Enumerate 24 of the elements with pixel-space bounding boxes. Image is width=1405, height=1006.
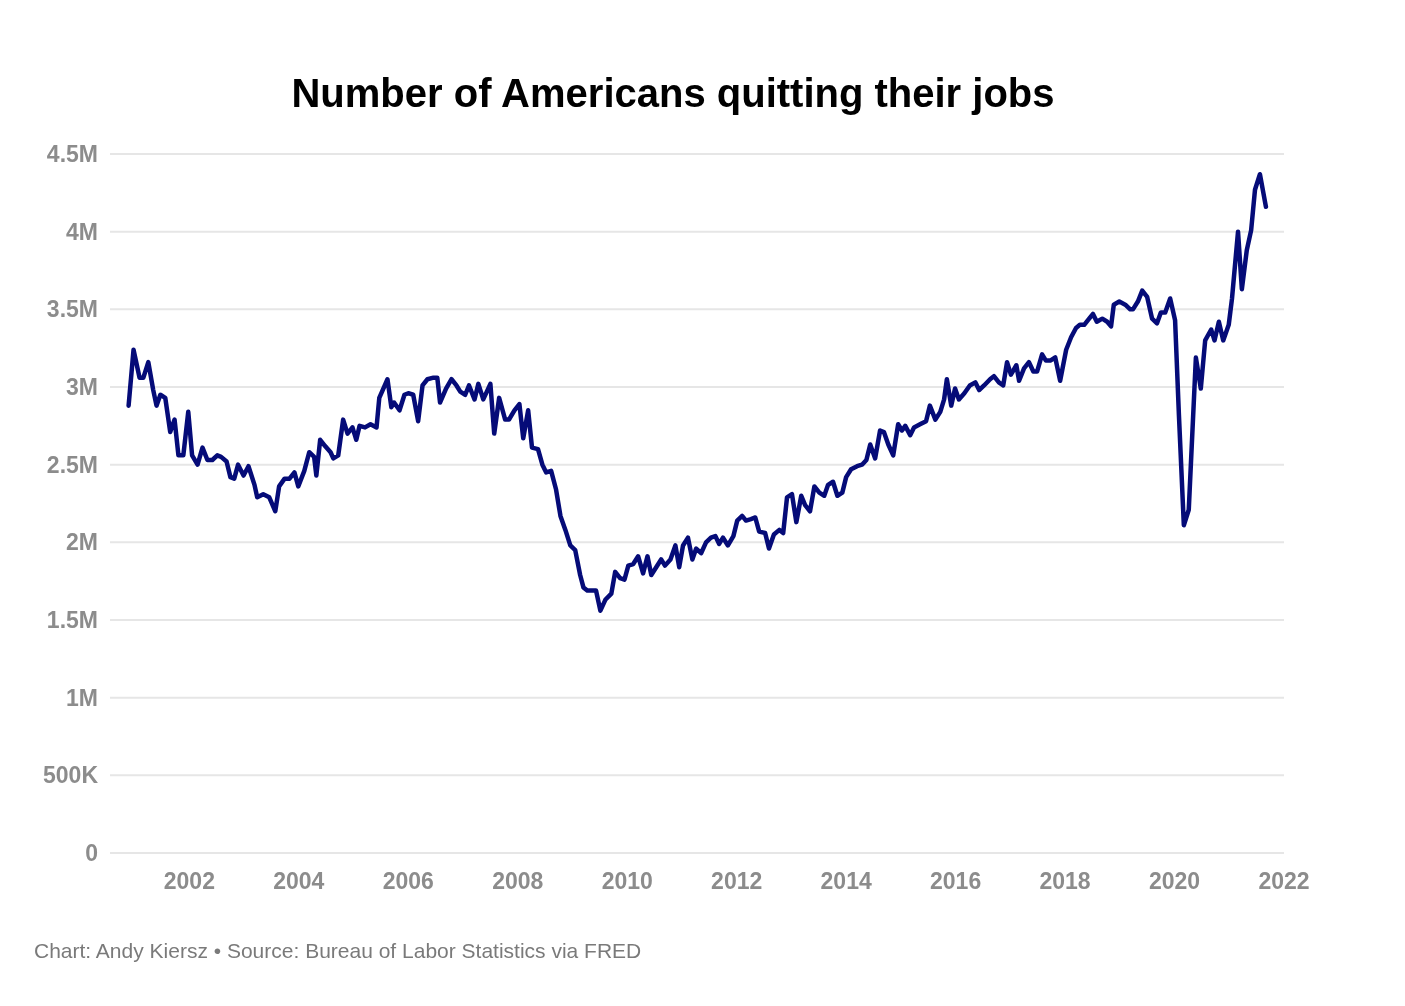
x-tick-label: 2006	[382, 868, 434, 894]
y-tick-label: 1M	[66, 684, 98, 711]
x-tick-label: 2018	[1039, 868, 1091, 894]
x-tick-label: 2022	[1258, 868, 1310, 894]
x-tick-label: 2020	[1148, 868, 1201, 894]
x-tick-label: 2002	[163, 868, 215, 894]
y-tick-label: 4.5M	[46, 141, 98, 168]
text: Chart: Andy Kiersz • Source: Bureau of Labor Statistics via FRED	[34, 939, 642, 962]
y-tick-label: 1.5M	[46, 607, 98, 634]
y-tick-label: 3.5M	[46, 296, 98, 323]
x-tick-label: 2010	[601, 868, 653, 894]
y-tick-label: 4M	[66, 218, 98, 245]
x-tick-label: 2016	[930, 868, 982, 894]
x-tick-label: 2014	[820, 868, 872, 894]
x-tick-label: 2012	[711, 868, 763, 894]
y-tick-label: 3M	[66, 374, 98, 401]
chart-title: Number of Americans quitting their jobs	[291, 71, 1055, 115]
x-tick-label: 2008	[492, 868, 544, 894]
y-tick-label: 2.5M	[46, 451, 98, 478]
y-tick-label: 500K	[43, 762, 99, 789]
x-tick-label: 2004	[273, 868, 325, 894]
y-tick-label: 0	[85, 840, 98, 867]
y-tick-label: 2M	[66, 529, 98, 556]
line-series	[126, 171, 1269, 613]
